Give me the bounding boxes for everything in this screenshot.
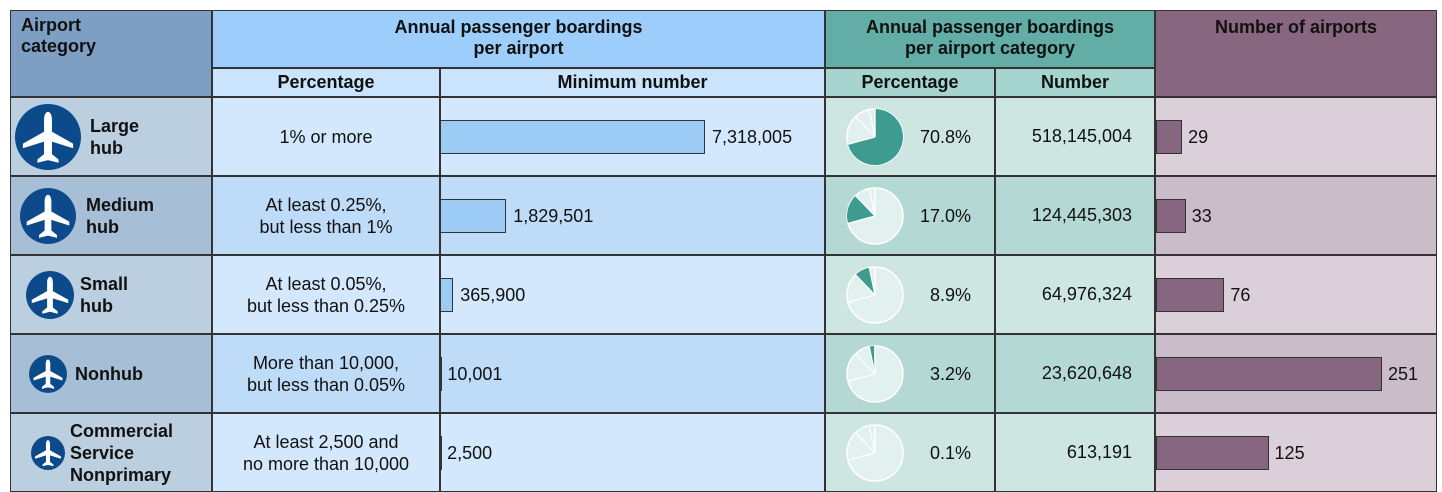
share-pie xyxy=(846,423,904,482)
criteria-cell: At least 0.25%, but less than 1% xyxy=(212,176,440,255)
category-label: Commercial Service Nonprimary xyxy=(70,420,174,485)
share-label: 70.8% xyxy=(919,126,971,147)
category-label: Medium hub xyxy=(86,194,155,237)
subheader-cell: Number xyxy=(995,68,1155,97)
airports-bar xyxy=(1156,356,1382,391)
minimum-bar xyxy=(440,277,454,312)
pie-divider xyxy=(868,424,876,453)
subheader-cell: Percentage xyxy=(825,68,995,97)
share-pie xyxy=(846,186,904,245)
minimum-bar xyxy=(440,119,705,154)
pie-divider xyxy=(847,293,876,303)
header-cell: Annual passenger boardings per airport c… xyxy=(825,10,1155,68)
airplane-icon xyxy=(31,435,65,470)
pie-divider xyxy=(847,451,876,461)
number-cell: 613,191 xyxy=(995,413,1155,492)
number-cell: 64,976,324 xyxy=(995,255,1155,334)
icon-plane xyxy=(35,439,61,466)
pie-divider xyxy=(855,273,876,295)
airports-label: 76 xyxy=(1230,284,1251,305)
airports-bar xyxy=(1156,277,1225,312)
pie-divider xyxy=(868,108,876,137)
share-pie xyxy=(846,265,904,324)
airplane-icon xyxy=(15,103,81,170)
criteria-cell: More than 10,000, but less than 0.05% xyxy=(212,334,440,413)
category-label: Small hub xyxy=(80,273,129,316)
airports-bar xyxy=(1156,119,1183,154)
category-label: Nonhub xyxy=(75,363,143,384)
minimum-cell xyxy=(440,334,825,413)
airports-bar xyxy=(1156,198,1186,233)
pie-divider xyxy=(855,115,876,137)
subheader-cell: Percentage xyxy=(212,68,440,97)
number-cell: 518,145,004 xyxy=(995,97,1155,176)
airplane-icon xyxy=(20,187,76,244)
share-label: 17.0% xyxy=(919,205,971,226)
minimum-cell xyxy=(440,413,825,492)
minimum-bar xyxy=(440,356,442,391)
category-cell xyxy=(10,334,212,413)
pie-divider xyxy=(868,345,876,374)
pie-divider xyxy=(855,194,876,216)
pie-divider xyxy=(847,372,876,382)
airports-label: 29 xyxy=(1188,126,1209,147)
airplane-icon xyxy=(26,270,74,319)
share-label: 8.9% xyxy=(929,284,971,305)
criteria-cell: At least 2,500 and no more than 10,000 xyxy=(212,413,440,492)
share-pie xyxy=(846,344,904,403)
subheader-cell: Minimum number xyxy=(440,68,825,97)
airplane-icon xyxy=(29,354,67,393)
minimum-bar xyxy=(440,435,442,470)
minimum-label: 10,001 xyxy=(447,363,503,384)
pie-divider xyxy=(847,214,876,224)
icon-plane xyxy=(26,194,70,238)
airports-bar xyxy=(1156,435,1269,470)
header-cell: Number of airports xyxy=(1155,10,1437,97)
airports-cell xyxy=(1155,176,1437,255)
icon-plane xyxy=(33,359,63,389)
airports-label: 125 xyxy=(1274,442,1305,463)
minimum-label: 365,900 xyxy=(460,284,526,305)
header-cell: Airport category xyxy=(10,10,212,97)
minimum-label: 7,318,005 xyxy=(712,126,793,147)
pie-divider xyxy=(855,352,876,374)
minimum-label: 1,829,501 xyxy=(513,205,594,226)
criteria-cell: At least 0.05%, but less than 0.25% xyxy=(212,255,440,334)
share-pie xyxy=(846,107,904,166)
pie-divider xyxy=(868,266,876,295)
minimum-label: 2,500 xyxy=(447,442,493,463)
share-label: 0.1% xyxy=(929,442,971,463)
pie-divider xyxy=(868,187,876,216)
category-label: Large hub xyxy=(90,115,140,158)
number-cell: 124,445,303 xyxy=(995,176,1155,255)
icon-plane xyxy=(31,276,69,314)
minimum-bar xyxy=(440,198,507,233)
airports-cell xyxy=(1155,97,1437,176)
minimum-cell xyxy=(440,255,825,334)
header-cell: Annual passenger boardings per airport xyxy=(212,10,825,68)
pie-divider xyxy=(847,135,876,145)
criteria-cell: 1% or more xyxy=(212,97,440,176)
airports-label: 251 xyxy=(1388,363,1419,384)
share-label: 3.2% xyxy=(929,363,971,384)
icon-plane xyxy=(22,111,74,163)
pie-divider xyxy=(855,431,876,453)
pie-slice xyxy=(847,195,875,223)
airports-label: 33 xyxy=(1191,205,1212,226)
number-cell: 23,620,648 xyxy=(995,334,1155,413)
